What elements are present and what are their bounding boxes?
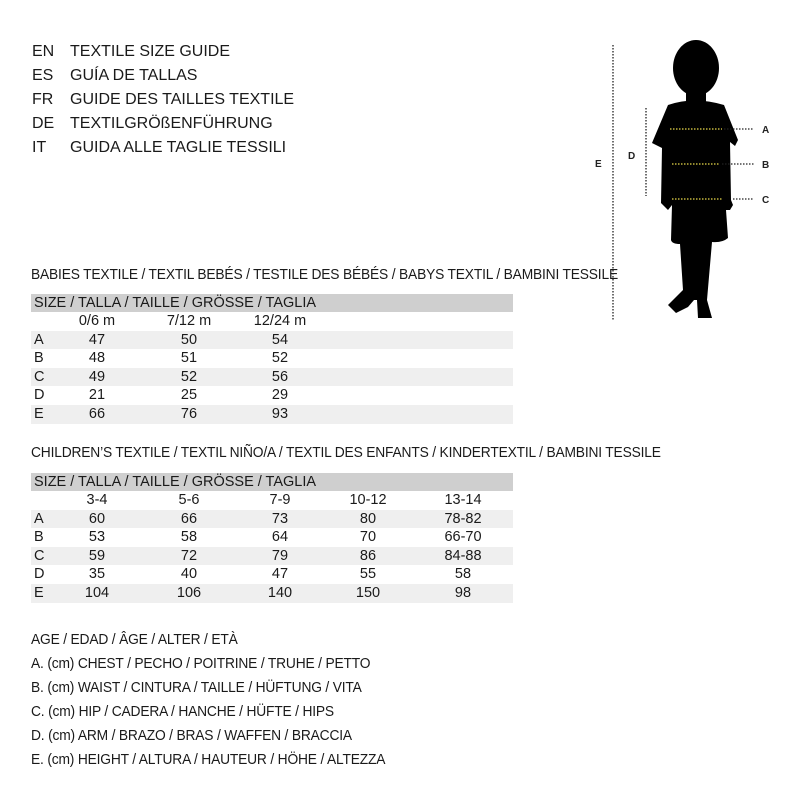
table-cell: 59 [88,547,106,564]
row-label: B [34,350,44,367]
title-text: GUIDE DES TAILLES TEXTILE [70,91,295,108]
babies-heading: BABIES TEXTILE / TEXTIL BEBÉS / TESTILE … [31,266,618,283]
column-header: 7-9 [269,492,291,508]
column-header: 10-12 [349,492,387,508]
table-cell: 60 [88,510,106,527]
table-row: C 59 72 79 86 84-88 [31,546,513,566]
row-label: C [34,368,45,385]
table-cell: 106 [176,584,202,601]
table-cell: 80 [359,510,377,527]
table-cell: 72 [180,547,198,564]
table-cell: 56 [271,368,289,385]
language-code: IT [32,139,47,156]
table-row: A 47 50 54 [31,330,513,350]
table-cell: 47 [88,331,106,348]
label-c: C [762,195,769,206]
table-row: E 66 76 93 [31,404,513,424]
legend-line: A. (cm) CHEST / PECHO / POITRINE / TRUHE… [31,655,371,672]
row-label: C [34,547,45,564]
table-cell: 50 [180,331,198,348]
table-cell: 78-82 [444,510,482,527]
label-e: E [595,159,602,170]
table-cell: 66 [88,405,106,422]
table-cell: 47 [271,566,289,583]
table-cell: 104 [84,584,110,601]
language-code: EN [32,43,55,60]
table-cell: 52 [271,350,289,367]
table-cell: 54 [271,331,289,348]
column-header: 13-14 [444,492,482,508]
table-cell: 93 [271,405,289,422]
babies-size-table: SIZE / TALLA / TAILLE / GRÖSSE / TAGLIA 0… [31,294,513,424]
language-code: ES [32,67,54,84]
legend-line: AGE / EDAD / ÂGE / ALTER / ETÀ [31,631,238,648]
table-cell: 66-70 [444,529,482,546]
column-header: 3-4 [86,492,108,508]
table-cell: 84-88 [444,547,482,564]
title-text: GUIDA ALLE TAGLIE TESSILI [70,139,287,156]
children-heading: CHILDREN’S TEXTILE / TEXTIL NIÑO/A / TEX… [31,444,661,461]
column-header-row: 3-4 5-6 7-9 10-12 13-14 [31,491,513,510]
row-label: E [34,584,44,601]
table-cell: 58 [180,529,198,546]
column-header: 0/6 m [78,313,116,329]
legend-line: C. (cm) HIP / CADERA / HANCHE / HÜFTE / … [31,703,334,720]
table-cell: 52 [180,368,198,385]
column-header: 7/12 m [166,313,212,329]
table-cell: 140 [267,584,293,601]
label-d: D [628,151,635,162]
title-text: TEXTILE SIZE GUIDE [70,43,231,60]
language-code: DE [32,115,55,132]
size-header: SIZE / TALLA / TAILLE / GRÖSSE / TAGLIA [31,294,513,312]
legend-line: D. (cm) ARM / BRAZO / BRAS / WAFFEN / BR… [31,727,352,744]
table-cell: 150 [355,584,381,601]
language-code: FR [32,91,54,108]
legend-line: B. (cm) WAIST / CINTURA / TAILLE / HÜFTU… [31,679,362,696]
label-b: B [762,160,769,171]
children-size-table: SIZE / TALLA / TAILLE / GRÖSSE / TAGLIA 3… [31,473,513,603]
table-cell: 73 [271,510,289,527]
size-header: SIZE / TALLA / TAILLE / GRÖSSE / TAGLIA [31,473,513,491]
table-cell: 21 [88,387,106,404]
table-cell: 66 [180,510,198,527]
row-label: B [34,529,44,546]
table-cell: 40 [180,566,198,583]
row-label: A [34,331,44,348]
table-row: D 21 25 29 [31,386,513,405]
table-cell: 29 [271,387,289,404]
table-cell: 70 [359,529,377,546]
table-row: C 49 52 56 [31,367,513,387]
column-header-row: 0/6 m 7/12 m 12/24 m [31,312,513,331]
table-cell: 64 [271,529,289,546]
table-cell: 25 [180,387,198,404]
row-label: E [34,405,44,422]
table-row: E 104 106 140 150 98 [31,583,513,603]
row-label: D [34,566,45,583]
label-a: A [762,125,769,136]
table-cell: 49 [88,368,106,385]
title-text: GUÍA DE TALLAS [70,67,198,84]
table-row: D 35 40 47 55 58 [31,565,513,584]
table-cell: 35 [88,566,106,583]
table-row: A 60 66 73 80 78-82 [31,509,513,529]
row-label: A [34,510,44,527]
table-cell: 58 [454,566,472,583]
column-header: 12/24 m [253,313,307,329]
table-cell: 76 [180,405,198,422]
column-header: 5-6 [178,492,200,508]
table-cell: 53 [88,529,106,546]
title-text: TEXTILGRÖßENFÜHRUNG [70,115,273,132]
table-cell: 86 [359,547,377,564]
legend-line: E. (cm) HEIGHT / ALTURA / HAUTEUR / HÖHE… [31,751,386,768]
table-cell: 98 [454,584,472,601]
row-label: D [34,387,45,404]
table-cell: 55 [359,566,377,583]
table-cell: 51 [180,350,198,367]
table-row: B 53 58 64 70 66-70 [31,528,513,547]
table-row: B 48 51 52 [31,349,513,368]
table-cell: 48 [88,350,106,367]
table-cell: 79 [271,547,289,564]
